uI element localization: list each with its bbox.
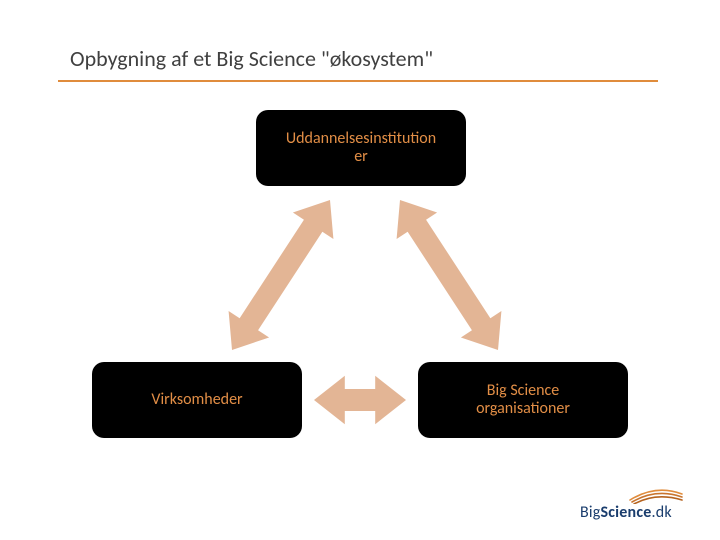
cycle-arrows	[0, 0, 720, 540]
node-left: Virksomheder	[92, 362, 302, 438]
logo: BigScience.dk	[580, 486, 690, 522]
logo-text: BigScience.dk	[580, 503, 672, 522]
logo-big: Big	[580, 503, 601, 522]
double-arrow	[314, 376, 406, 424]
slide: { "title": "Opbygning af et Big Science …	[0, 0, 720, 540]
logo-dk: .dk	[652, 503, 672, 522]
double-arrow	[212, 187, 351, 363]
logo-science: Science	[601, 503, 652, 522]
double-arrow	[380, 187, 519, 363]
node-right: Big Scienceorganisationer	[418, 362, 628, 438]
logo-swoosh-icon	[628, 482, 684, 504]
node-top: Uddannelsesinstitutioner	[256, 110, 466, 186]
